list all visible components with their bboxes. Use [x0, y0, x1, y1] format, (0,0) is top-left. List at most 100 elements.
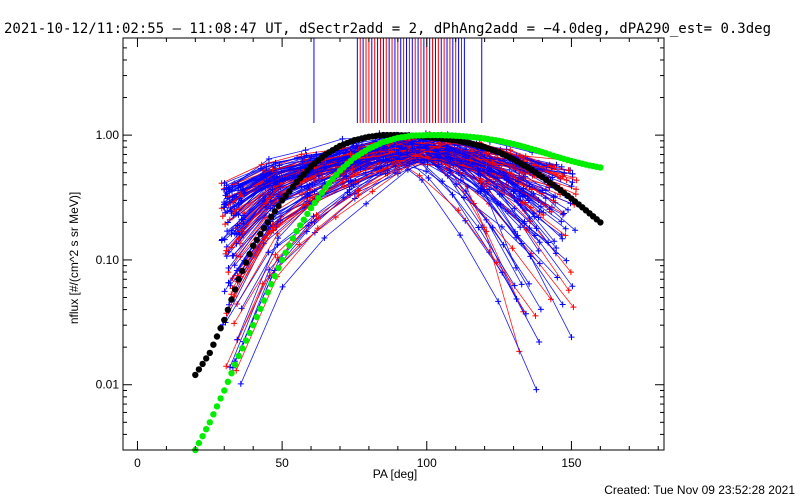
profile-point-marker: [439, 178, 446, 185]
green-curve-point: [199, 433, 206, 440]
profile-point-marker: [412, 152, 419, 159]
green-curve-point: [250, 322, 257, 329]
green-curve-point: [329, 175, 336, 183]
profile-point-marker: [495, 298, 502, 305]
profile-point-marker: [506, 169, 513, 176]
profile-point-marker: [552, 250, 559, 257]
profile-point-marker: [258, 161, 265, 168]
profile-point-marker: [369, 188, 376, 195]
green-curve-point: [307, 204, 315, 212]
profile-point-marker: [536, 239, 543, 246]
profile-point-marker: [309, 194, 316, 201]
profile-point-marker: [234, 222, 241, 229]
green-curve-point: [289, 235, 297, 242]
black-curve-point: [228, 296, 235, 303]
profile-point-marker: [447, 155, 454, 162]
profile-point-marker: [276, 162, 283, 169]
x-tick-label: 0: [134, 456, 141, 470]
profile-point-marker: [569, 171, 576, 177]
green-curve-point: [304, 210, 311, 218]
green-curve-point: [325, 180, 333, 187]
black-curve-point: [217, 325, 224, 332]
green-curve-point: [217, 395, 224, 402]
profile-point-marker: [509, 245, 516, 252]
profile-point-marker: [228, 208, 235, 215]
profile-point-marker: [347, 177, 354, 184]
black-curve-point: [271, 208, 279, 215]
profile-point-marker: [563, 177, 570, 184]
profile-point-marker: [572, 227, 579, 234]
profile-point-marker: [231, 320, 238, 327]
profile-point-marker: [475, 171, 482, 178]
profile-point-marker: [220, 204, 227, 211]
profile-point-marker: [475, 165, 481, 172]
profile-point-marker: [517, 224, 524, 231]
profile-point-marker: [559, 301, 566, 308]
green-curve-point: [239, 345, 246, 352]
profile-point-marker: [231, 230, 238, 237]
profile-point-marker: [518, 170, 525, 176]
profile-point-marker: [394, 170, 401, 177]
profile-point-marker: [474, 188, 481, 195]
profile-point-marker: [489, 159, 496, 166]
profile-point-marker: [222, 192, 229, 199]
profile-point-marker: [265, 195, 272, 202]
profile-point-marker: [233, 267, 240, 274]
profile-point-marker: [514, 198, 521, 205]
profile-point-marker: [526, 280, 533, 287]
profile-point-marker: [270, 224, 276, 231]
profile-point-marker: [540, 212, 547, 218]
profile-point-marker: [484, 189, 491, 195]
profile-point-marker: [498, 223, 505, 230]
profile-point-marker: [294, 154, 301, 161]
profile-point-marker: [562, 225, 569, 232]
profile-point-marker: [229, 275, 236, 282]
profile-point-marker: [573, 186, 580, 193]
black-curve-point: [199, 360, 206, 368]
profile-point-marker: [221, 288, 228, 295]
profile-point-marker: [547, 296, 554, 303]
green-curve-point: [246, 329, 253, 337]
black-curve-point: [242, 259, 250, 266]
created-timestamp: Created: Tue Nov 09 23:52:28 2021: [604, 483, 795, 497]
profile-point-marker: [558, 218, 565, 225]
profile-point-marker: [462, 217, 469, 224]
profile-point-marker: [447, 167, 454, 174]
profile-point-marker: [230, 181, 237, 188]
profile-point-marker: [224, 195, 230, 202]
y-axis-label: nflux [#/(cm^2 s sr MeV)]: [67, 192, 81, 324]
profile-point-marker: [567, 269, 574, 276]
profile-point-marker: [453, 181, 459, 188]
profile-point-marker: [272, 251, 279, 258]
profile-point-marker: [553, 245, 560, 251]
profile-point-marker: [562, 232, 569, 239]
profile-point-marker: [222, 209, 229, 216]
profile-point-marker: [314, 225, 321, 232]
profile-point-marker: [435, 157, 442, 164]
profile-point-marker: [376, 168, 383, 175]
profile-point-marker: [230, 212, 237, 219]
profile-point-marker: [362, 156, 369, 163]
black-curve-point: [257, 230, 264, 238]
black-curve-point: [231, 286, 239, 293]
green-curve-point: [210, 411, 217, 418]
profile-point-marker: [219, 213, 226, 220]
profile-point-marker: [510, 188, 517, 195]
profile-point-marker: [332, 214, 339, 221]
profile-point-marker: [266, 266, 273, 273]
profile-point-marker: [263, 177, 270, 184]
profile-point-marker: [234, 336, 241, 343]
profile-point-marker: [507, 147, 514, 153]
green-curve-point: [242, 337, 250, 344]
black-curve-point: [278, 197, 286, 204]
profile-point-marker: [222, 250, 229, 257]
profile-point-marker: [493, 259, 500, 266]
black-curve-point: [260, 225, 268, 232]
profile-point-marker: [240, 187, 247, 193]
green-curve-point: [300, 216, 307, 223]
profile-point-marker: [531, 232, 538, 239]
profile-point-marker: [535, 214, 542, 221]
profile-point-marker: [267, 198, 274, 205]
profile-point-marker: [518, 154, 525, 161]
profile-point-marker: [355, 191, 362, 198]
